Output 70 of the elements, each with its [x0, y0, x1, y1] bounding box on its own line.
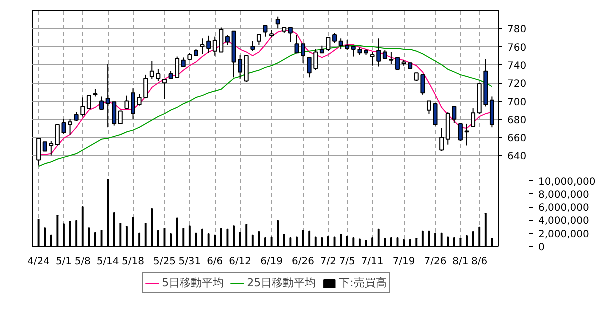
candlestick: [382, 50, 388, 60]
x-tick-label: 6/26: [292, 256, 315, 268]
x-tick-label: 5/18: [122, 256, 144, 268]
y-tick-label: 780: [508, 24, 527, 36]
candlestick: [326, 37, 331, 52]
candlestick: [225, 34, 230, 46]
candlestick: [181, 57, 186, 68]
candlestick: [427, 100, 432, 114]
candlestick: [433, 103, 438, 126]
x-tick-label: 8/1: [452, 256, 469, 268]
candlestick: [332, 32, 337, 44]
candlestick: [458, 123, 463, 142]
candlestick: [250, 40, 256, 52]
y2-tick-label: 4,000,000: [538, 216, 590, 228]
candlestick: [86, 95, 92, 110]
candlestick: [288, 27, 293, 43]
legend-label: 25日移動平均: [247, 276, 316, 290]
candlestick: [80, 97, 86, 118]
y2-tick-label: 0: [538, 242, 545, 254]
x-tick-label: 5/8: [74, 256, 91, 268]
x-tick-label: 5/14: [96, 256, 120, 268]
candlestick: [464, 123, 470, 146]
x-tick-label: 8/6: [472, 256, 488, 268]
y-tick-label: 680: [508, 115, 527, 126]
y-tick-label: 720: [508, 79, 527, 90]
y2-tick-label: 10,000,000: [538, 176, 596, 188]
x-tick-label: 6/6: [207, 256, 224, 268]
y2-tick-label: 2,000,000: [538, 229, 590, 240]
y-tick-label: 660: [508, 134, 527, 145]
candlestick: [276, 16, 280, 30]
legend-label: 5日移動平均: [162, 276, 224, 290]
candlestick: [338, 38, 344, 50]
candlestick: [396, 57, 400, 71]
candlestick: [389, 52, 394, 65]
candlestick: [440, 128, 444, 152]
candlestick: [131, 88, 136, 120]
candlestick: [55, 124, 60, 146]
candlestick: [345, 40, 350, 51]
x-tick-label: 7/19: [392, 256, 416, 268]
y2-tick-label: 8,000,000: [538, 190, 590, 201]
candlestick: [100, 96, 104, 111]
legend-label: 下:売買高: [339, 276, 387, 290]
x-tick-label: 5/1: [56, 256, 72, 268]
candlestick: [351, 46, 356, 58]
y-tick-label: 740: [508, 60, 527, 72]
x-tick-label: 5/25: [154, 256, 176, 268]
candlestick: [68, 118, 73, 136]
x-tick-label: 7/2: [320, 256, 337, 268]
x-tick-label: 6/12: [229, 256, 252, 268]
candlestick: [256, 34, 262, 46]
x-tick-label: 7/5: [339, 256, 356, 268]
candlestick: [263, 25, 268, 38]
candlestick: [36, 138, 42, 166]
candlestick: [294, 34, 300, 54]
x-tick-label: 6/19: [260, 256, 284, 268]
candlestick: [62, 118, 66, 134]
y-tick-label: 700: [508, 97, 527, 108]
x-tick-label: 4/24: [28, 256, 50, 268]
candlestick: [118, 110, 123, 124]
candlestick: [124, 95, 130, 110]
candlestick: [162, 78, 167, 100]
x-tick-label: 7/11: [361, 256, 384, 268]
y2-tick-label: 6,000,000: [538, 203, 590, 214]
y-tick-label: 760: [508, 42, 527, 54]
x-tick-label: 5/31: [178, 256, 202, 268]
candlestick: [471, 108, 476, 128]
y-tick-label: 640: [508, 152, 527, 163]
candlestick: [238, 54, 243, 80]
candlestick: [301, 44, 306, 64]
x-tick-label: 7/26: [424, 256, 447, 268]
